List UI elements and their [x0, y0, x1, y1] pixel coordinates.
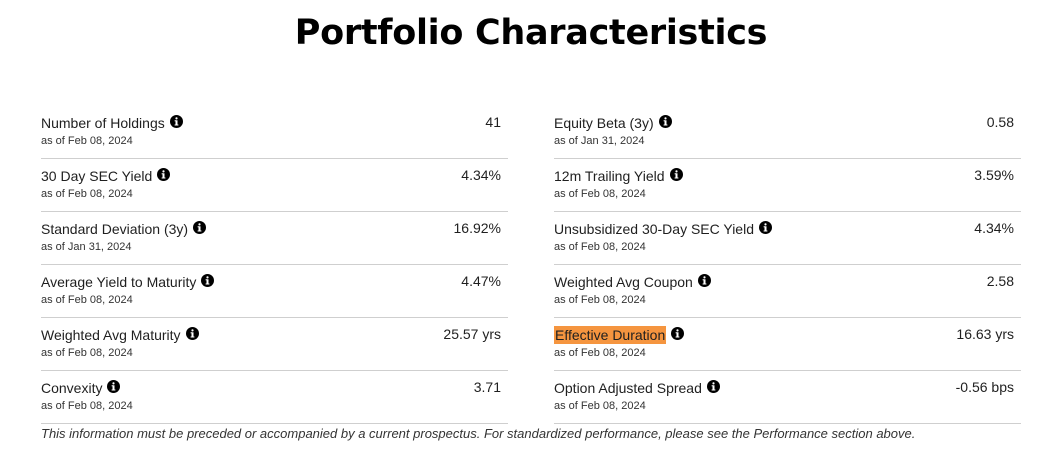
- characteristic-row: Standard Deviation (3y) as of Jan 31, 20…: [41, 212, 508, 265]
- characteristic-row: 30 Day SEC Yield as of Feb 08, 2024 4.34…: [41, 159, 508, 212]
- characteristic-row: Effective Duration as of Feb 08, 2024 16…: [554, 318, 1021, 371]
- characteristic-row: Equity Beta (3y) as of Jan 31, 2024 0.58: [554, 106, 1021, 159]
- characteristic-row: Weighted Avg Coupon as of Feb 08, 2024 2…: [554, 265, 1021, 318]
- as-of-date: as of Jan 31, 2024: [41, 241, 132, 253]
- characteristic-value: 25.57 yrs: [443, 326, 501, 342]
- characteristic-label: Convexity: [41, 380, 103, 396]
- characteristic-value: 0.58: [986, 114, 1014, 130]
- characteristics-left-column: Number of Holdings as of Feb 08, 2024 41…: [41, 106, 508, 424]
- info-icon[interactable]: [169, 115, 183, 128]
- as-of-date: as of Feb 08, 2024: [554, 294, 646, 306]
- as-of-date: as of Feb 08, 2024: [41, 135, 133, 147]
- characteristic-row: Number of Holdings as of Feb 08, 2024 41: [41, 106, 508, 159]
- characteristic-value: -0.56 bps: [955, 379, 1014, 395]
- characteristic-value: 4.47%: [461, 273, 501, 289]
- info-icon[interactable]: [669, 168, 683, 181]
- page-title: Portfolio Characteristics: [294, 13, 768, 53]
- characteristic-value: 4.34%: [461, 167, 501, 183]
- as-of-date: as of Feb 08, 2024: [554, 241, 646, 253]
- info-icon[interactable]: [185, 327, 199, 340]
- characteristic-label: Average Yield to Maturity: [41, 274, 197, 290]
- as-of-date: as of Feb 08, 2024: [41, 294, 133, 306]
- characteristic-value: 3.71: [473, 379, 501, 395]
- characteristic-row: Unsubsidized 30-Day SEC Yield as of Feb …: [554, 212, 1021, 265]
- characteristic-label: Weighted Avg Coupon: [554, 274, 693, 290]
- characteristic-row: Average Yield to Maturity as of Feb 08, …: [41, 265, 508, 318]
- characteristic-value: 41: [485, 114, 501, 130]
- characteristic-label-highlighted: Effective Duration: [554, 326, 667, 344]
- info-icon[interactable]: [671, 327, 685, 340]
- characteristic-label: 30 Day SEC Yield: [41, 168, 153, 184]
- characteristic-label: 12m Trailing Yield: [554, 168, 665, 184]
- characteristic-row: Option Adjusted Spread as of Feb 08, 202…: [554, 371, 1021, 424]
- characteristic-value: 3.59%: [974, 167, 1014, 183]
- characteristics-right-column: Equity Beta (3y) as of Jan 31, 2024 0.58…: [554, 106, 1021, 424]
- prospectus-footnote: This information must be preceded or acc…: [41, 426, 916, 441]
- as-of-date: as of Feb 08, 2024: [554, 188, 646, 200]
- characteristic-row: 12m Trailing Yield as of Feb 08, 2024 3.…: [554, 159, 1021, 212]
- characteristic-value: 2.58: [986, 273, 1014, 289]
- characteristic-value: 4.34%: [974, 220, 1014, 236]
- characteristic-label: Equity Beta (3y): [554, 115, 654, 131]
- as-of-date: as of Feb 08, 2024: [41, 400, 133, 412]
- info-icon[interactable]: [107, 380, 121, 393]
- as-of-date: as of Jan 31, 2024: [554, 135, 645, 147]
- characteristic-value: 16.63 yrs: [956, 326, 1014, 342]
- characteristic-row: Weighted Avg Maturity as of Feb 08, 2024…: [41, 318, 508, 371]
- characteristic-label: Option Adjusted Spread: [554, 380, 702, 396]
- characteristic-value: 16.92%: [453, 220, 501, 236]
- info-icon[interactable]: [193, 221, 207, 234]
- characteristic-row: Convexity as of Feb 08, 2024 3.71: [41, 371, 508, 424]
- info-icon[interactable]: [759, 221, 772, 234]
- info-icon[interactable]: [157, 168, 171, 181]
- as-of-date: as of Feb 08, 2024: [41, 188, 133, 200]
- info-icon[interactable]: [706, 380, 720, 393]
- characteristic-label: Unsubsidized 30-Day SEC Yield: [554, 221, 754, 237]
- as-of-date: as of Feb 08, 2024: [41, 347, 133, 359]
- info-icon[interactable]: [658, 115, 672, 128]
- info-icon[interactable]: [697, 274, 711, 287]
- characteristic-label: Number of Holdings: [41, 115, 165, 131]
- as-of-date: as of Feb 08, 2024: [554, 347, 646, 359]
- info-icon[interactable]: [201, 274, 215, 287]
- characteristic-label: Standard Deviation (3y): [41, 221, 189, 237]
- characteristic-label: Weighted Avg Maturity: [41, 327, 181, 343]
- as-of-date: as of Feb 08, 2024: [554, 400, 646, 412]
